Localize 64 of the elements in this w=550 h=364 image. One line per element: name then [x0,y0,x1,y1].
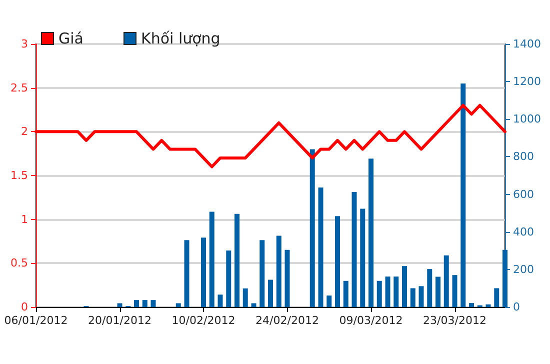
y2-tick-label: 0 [513,300,520,314]
bar [502,250,508,307]
y2-tick-label: 1200 [513,75,541,88]
bar [150,300,156,307]
bar [427,269,432,307]
bar [234,214,240,307]
bar [226,250,232,307]
x-tick-label: 10/02/2012 [172,314,236,327]
bar [218,294,223,307]
bar [385,276,390,307]
bar [201,238,206,307]
y2-tick-label: 800 [513,150,534,164]
bar [184,240,190,307]
y-tick-label: 1.5 [10,169,28,182]
x-tick-label: 20/01/2012 [88,314,152,327]
bar [318,188,324,307]
bar [402,266,407,307]
bar [460,83,466,307]
y2-tick-label: 1000 [513,112,541,126]
bar [326,296,332,307]
bar [410,288,416,307]
x-tick-label: 09/03/2012 [339,314,403,327]
bar [276,236,282,307]
bar [360,208,366,307]
bar [242,288,248,307]
legend-label: Khối lượng [140,30,220,48]
bar [335,216,340,307]
bar [284,250,290,307]
bar [486,304,491,307]
bar [444,255,449,307]
y2-tick-label: 200 [513,262,534,276]
bar [352,192,357,307]
bar [418,286,424,307]
bar [268,280,273,307]
bar [469,303,474,307]
bar [260,240,265,307]
bar [376,280,382,307]
y2-tick-label: 400 [513,225,534,238]
legend-label: Giá [58,30,84,48]
bar [142,300,148,307]
bar [368,158,374,307]
bar [394,276,399,307]
x-tick-label: 24/02/2012 [256,314,319,327]
y-tick-label: 2 [21,125,28,138]
bar [452,275,458,307]
bar [494,288,500,307]
x-tick-label: 23/03/2012 [423,314,486,327]
y-tick-label: 2.5 [10,81,28,94]
y-tick-label: 1 [21,212,28,226]
y2-tick-label: 600 [513,188,534,201]
y-tick-label: 0 [21,300,28,314]
bar [117,303,122,307]
bar [176,303,181,307]
bar [134,300,139,307]
bar [436,276,440,307]
y-tick-label: 0.5 [10,256,28,270]
bar [343,280,348,307]
x-tick-label: 06/01/2012 [4,314,68,327]
y2-tick-label: 1400 [513,38,541,50]
bar [310,149,315,307]
y-tick-label: 3 [21,38,28,50]
bar [251,303,256,307]
bar [209,212,214,307]
line-series [34,104,506,168]
